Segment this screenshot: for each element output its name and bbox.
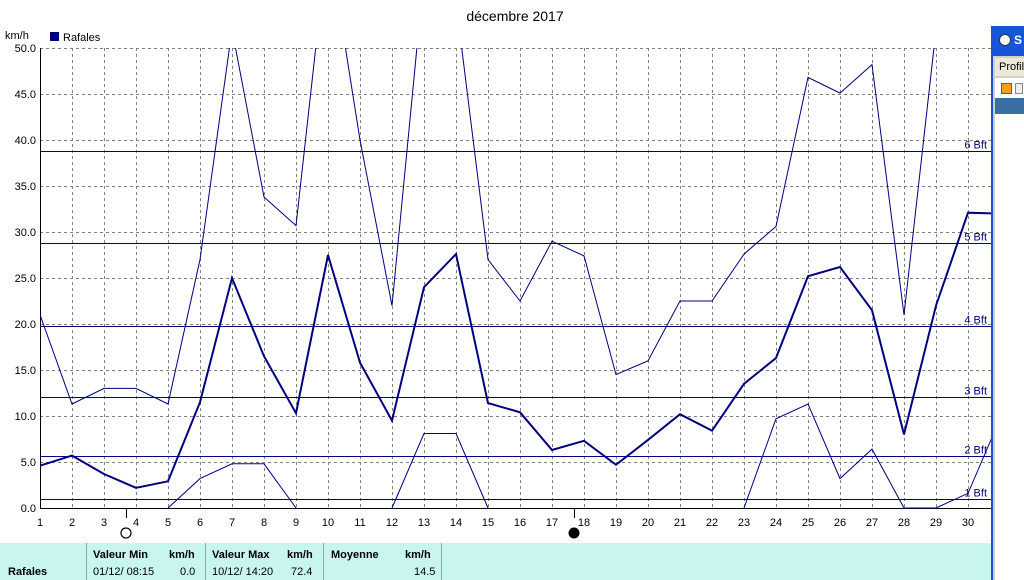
beaufort-label: 4 Bft [964, 315, 987, 327]
x-tick-label: 15 [482, 517, 494, 529]
x-tick-label: 13 [418, 517, 430, 529]
x-tick-label: 22 [706, 517, 718, 529]
stats-avg-unit: km/h [405, 549, 431, 561]
legend-label: Rafales [63, 32, 101, 44]
y-tick-label: 45.0 [15, 89, 36, 101]
document-icon[interactable] [1015, 83, 1023, 94]
x-tick-label: 30 [962, 517, 974, 529]
full-moon-icon [120, 527, 132, 539]
x-tick-label: 1 [37, 517, 43, 529]
x-tick-label: 3 [101, 517, 107, 529]
x-tick-label: 7 [229, 517, 235, 529]
stats-min-header: Valeur Min [93, 549, 149, 561]
x-tick-label: 6 [197, 517, 203, 529]
stats-max-unit: km/h [287, 549, 313, 561]
legend-swatch [50, 32, 59, 41]
moon-phases [120, 508, 580, 539]
x-tick-label: 8 [261, 517, 267, 529]
x-tick-label: 19 [610, 517, 622, 529]
chart-area: décembre 2017 km/h Rafales 1 Bft 2 Bft 3 B… [5, 8, 991, 539]
stats-row-label: Rafales [8, 566, 48, 578]
x-tick-label: 26 [834, 517, 846, 529]
stats-min-unit: km/h [169, 549, 195, 561]
y-ticks: 0.0 5.0 10.0 15.0 20.0 25.0 30.0 35.0 40.0 45.0 50… [15, 43, 36, 515]
x-tick-label: 10 [322, 517, 334, 529]
x-tick-label: 27 [866, 517, 878, 529]
beaufort-label: 2 Bft [964, 445, 987, 457]
y-tick-label: 10.0 [15, 411, 36, 423]
beaufort-label: 3 Bft [964, 386, 987, 398]
beaufort-label: 5 Bft [964, 232, 987, 244]
y-tick-label: 40.0 [15, 135, 36, 147]
y-tick-label: 35.0 [15, 181, 36, 193]
stats-max-header: Valeur Max [212, 549, 270, 561]
x-tick-label: 18 [578, 517, 590, 529]
x-tick-label: 12 [386, 517, 398, 529]
x-tick-label: 16 [514, 517, 526, 529]
stats-divider [323, 543, 324, 580]
stats-avg-header: Moyenne [331, 549, 379, 561]
y-tick-label: 20.0 [15, 319, 36, 331]
x-tick-label: 24 [770, 517, 782, 529]
beaufort-lines: 1 Bft 2 Bft 3 Bft 4 Bft 5 Bft 6 Bft [40, 140, 991, 500]
series-line-envelope [391, 433, 489, 509]
side-menu-profil[interactable]: Profil [995, 58, 1024, 76]
y-tick-label: 0.0 [21, 503, 36, 515]
series-line-envelope [167, 463, 297, 509]
x-tick-label: 21 [674, 517, 686, 529]
y-tick-label: 15.0 [15, 365, 36, 377]
x-tick-label: 28 [898, 517, 910, 529]
stats-avg-value: 14.5 [414, 566, 436, 578]
x-tick-label: 25 [802, 517, 814, 529]
x-tick-label: 5 [165, 517, 171, 529]
x-tick-label: 14 [450, 517, 462, 529]
profile-icon[interactable] [1001, 83, 1012, 94]
chart-grid [40, 48, 991, 509]
stats-min-value: 0.0 [180, 566, 196, 578]
beaufort-label: 1 Bft [964, 488, 987, 500]
y-axis-unit-label: km/h [5, 30, 29, 42]
x-tick-label: 23 [738, 517, 750, 529]
stats-divider [441, 543, 442, 580]
x-tick-label: 11 [354, 517, 365, 529]
stats-min-datetime: 01/12/ 08:15 [93, 566, 155, 578]
stats-max-datetime: 10/12/ 14:20 [212, 566, 274, 578]
chart-title: décembre 2017 [466, 8, 564, 24]
stats-max-value: 72.4 [291, 566, 313, 578]
app-icon [999, 34, 1011, 46]
stats-divider [205, 543, 206, 580]
new-moon-icon [568, 527, 580, 539]
x-ticks: 1 2 3 4 5 6 7 8 9 10 11 12 13 14 15 16 17 18 19 20 21 22 23 24 2… [37, 517, 974, 529]
y-tick-label: 50.0 [15, 43, 36, 55]
side-window-titlebar[interactable]: S [993, 26, 1024, 56]
stats-divider [86, 543, 87, 580]
x-tick-label: 2 [69, 517, 75, 529]
beaufort-label: 6 Bft [964, 140, 987, 152]
side-window[interactable]: S Profil [991, 26, 1024, 580]
y-tick-label: 25.0 [15, 273, 36, 285]
x-tick-label: 9 [293, 517, 299, 529]
series-line-rafales [40, 211, 991, 489]
series-line-envelope [743, 403, 991, 509]
side-list[interactable] [995, 78, 1024, 580]
x-tick-label: 17 [546, 517, 558, 529]
series-line-envelope [40, 48, 935, 405]
x-tick-label: 4 [133, 517, 139, 529]
y-tick-label: 30.0 [15, 227, 36, 239]
x-tick-label: 29 [930, 517, 942, 529]
stats-panel: Rafales Valeur Min km/h 01/12/ 08:15 0.0… [0, 543, 993, 580]
side-window-title: S [1014, 33, 1023, 47]
y-tick-label: 5.0 [21, 457, 36, 469]
x-tick-label: 20 [642, 517, 654, 529]
side-list-selected-row[interactable] [995, 98, 1024, 114]
series-lines [40, 48, 991, 509]
